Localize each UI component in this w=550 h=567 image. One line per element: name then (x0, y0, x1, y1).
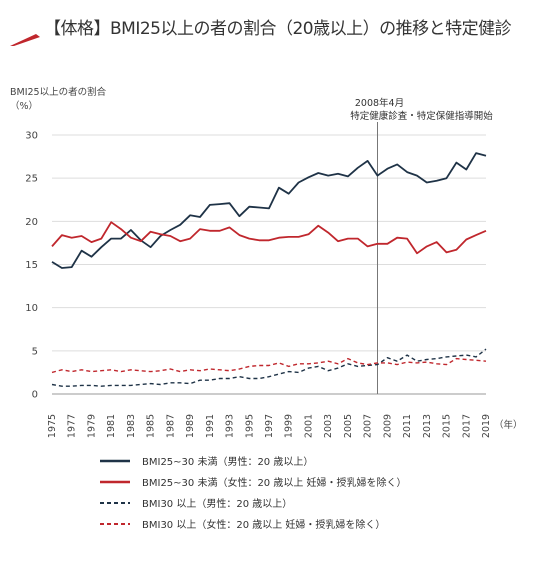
legend-item-3: BMI30 以上（男性：20 歳以上） (100, 492, 407, 513)
x-tick-label: 1991 (205, 414, 216, 438)
series-line-4 (51, 357, 487, 374)
x-tick-label: 2001 (303, 414, 314, 438)
series-line-2 (51, 221, 487, 255)
legend-swatch (100, 522, 130, 525)
x-tick-label: 2013 (422, 414, 433, 438)
y-tick-label: 30 (25, 131, 38, 142)
annotation-text: 特定健康診査・特定保健指導開始 (350, 110, 493, 122)
legend-swatch (100, 459, 130, 462)
series-line-1 (51, 152, 487, 269)
y-axis-label-block: BMI25以上の者の割合 （%） (10, 86, 106, 114)
legend-item-1: BMI25~30 未満（男性：20 歳以上） (100, 450, 407, 471)
legend-item-4: BMI30 以上（女性：20 歳以上 妊婦・授乳婦を除く） (100, 513, 407, 534)
bmi-line-chart: 0 5 10 15 20 25 30 1975 1977 1979 1981 1983 1985 1987… (25, 97, 523, 438)
x-tick-label: 1981 (106, 414, 117, 438)
y-axis-label: BMI25以上の者の割合 (10, 87, 107, 98)
title-accent-mark (10, 34, 40, 46)
x-tick-label: 2015 (442, 414, 453, 438)
y-tick-label: 0 (32, 390, 38, 401)
x-tick-label: 1985 (146, 414, 157, 438)
x-tick-label: 1989 (185, 414, 196, 438)
x-tick-label: 2007 (363, 414, 374, 438)
x-tick-label: 1993 (225, 414, 236, 438)
x-tick-label: 2011 (402, 414, 413, 438)
x-tick-label: 1995 (244, 414, 255, 438)
legend-label: BMI30 以上（女性：20 歳以上 妊婦・授乳婦を除く） (142, 520, 386, 531)
y-tick-label: 5 (32, 346, 38, 357)
y-tick-label: 20 (25, 217, 38, 228)
x-tick-label: 1997 (264, 414, 275, 438)
y-tick-label: 10 (25, 303, 38, 314)
x-tick-label: 1983 (126, 414, 137, 438)
x-tick-label: 1999 (284, 414, 295, 438)
legend-swatch (100, 480, 130, 483)
legend-label: BMI25~30 未満（男性：20 歳以上） (142, 457, 314, 468)
y-tick-label: 15 (25, 260, 38, 271)
x-tick-label: 1979 (86, 414, 97, 438)
x-tick-label: 2017 (461, 414, 472, 438)
y-tick-label: 25 (25, 174, 38, 185)
legend-label: BMI25~30 未満（女性：20 歳以上 妊婦・授乳婦を除く） (142, 478, 407, 489)
series-line-3 (51, 348, 487, 387)
legend-swatch (100, 501, 130, 504)
x-tick-label: 2003 (323, 414, 334, 438)
x-tick-label: 1977 (67, 414, 78, 438)
annotation-date: 2008年4月 (355, 97, 404, 109)
x-tick-label: 1975 (47, 414, 58, 438)
x-tick-label: 2005 (343, 414, 354, 438)
chart-legend: BMI25~30 未満（男性：20 歳以上） BMI25~30 未満（女性：20 … (100, 450, 407, 534)
legend-item-2: BMI25~30 未満（女性：20 歳以上 妊婦・授乳婦を除く） (100, 471, 407, 492)
x-tick-label: 1987 (165, 414, 176, 438)
legend-label: BMI30 以上（男性：20 歳以上） (142, 499, 293, 510)
y-axis-unit: （%） (10, 101, 39, 112)
title-accent-shape (10, 34, 40, 46)
page-title: 【体格】BMI25以上の者の割合（20歳以上）の推移と特定健診 (44, 19, 512, 39)
x-axis-unit: （年） (494, 419, 523, 431)
x-tick-label: 2019 (481, 414, 492, 438)
x-tick-label: 2009 (382, 414, 393, 438)
